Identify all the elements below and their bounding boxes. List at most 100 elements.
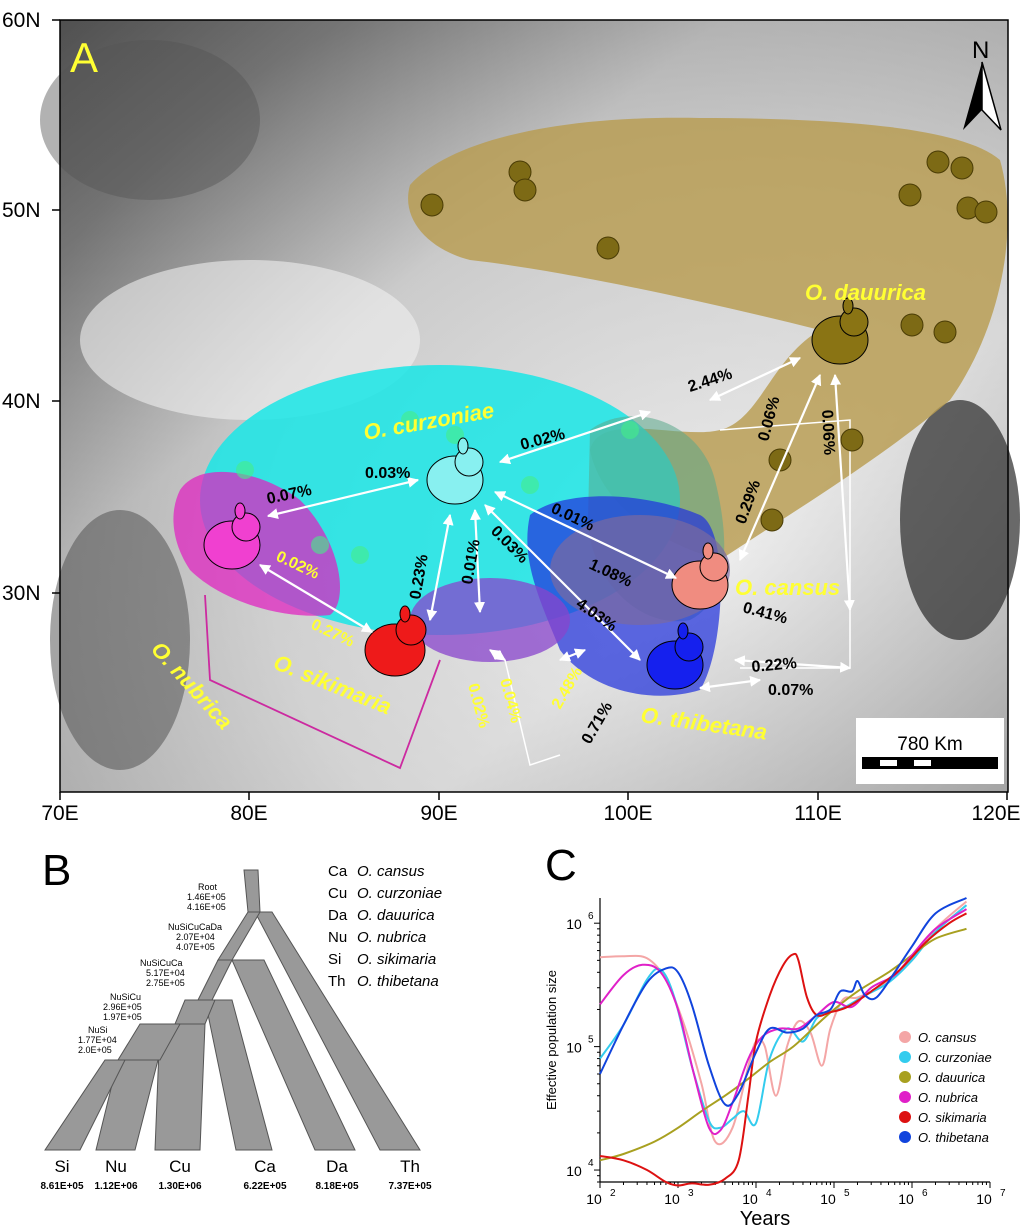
sample-point (760, 508, 784, 532)
node-time: 2.75E+05 (146, 978, 185, 988)
range-sikimaria (410, 578, 570, 662)
migration-arrow (489, 649, 506, 661)
tip-value: 7.37E+05 (388, 1181, 432, 1192)
legend-code: Ca (328, 863, 348, 880)
lat-label: 60N (2, 9, 41, 32)
migration-rate-label: 0.06% (818, 409, 837, 455)
x-tick-label: 10 (976, 1191, 992, 1207)
scale-bar-label: 780 Km (897, 734, 962, 755)
series-line (599, 900, 968, 1146)
lat-label: 30N (2, 582, 41, 605)
sample-point (950, 156, 974, 180)
legend-label: O. thibetana (918, 1130, 989, 1145)
tip-code: Da (326, 1157, 348, 1176)
branch-ca (204, 999, 273, 1151)
legend-code: Si (328, 951, 341, 968)
lon-label: 120E (971, 802, 1020, 825)
legend-label: O. nubrica (918, 1090, 978, 1105)
node-time: 2.0E+05 (78, 1045, 112, 1055)
migration-rate-label: 0.22% (751, 655, 798, 676)
x-tick-label: 10 (742, 1191, 758, 1207)
tip-code: Ca (254, 1157, 276, 1176)
legend-name: O. curzoniae (357, 885, 442, 902)
migration-rate-label: 0.07% (768, 682, 813, 699)
node-time: 1.46E+05 (187, 892, 226, 902)
migration-arrow (259, 564, 373, 633)
chart-legend: O. cansus O. curzoniae O. dauurica O. nubri… (899, 1030, 992, 1145)
branch-th (254, 911, 421, 1151)
tip-value: 1.12E+06 (94, 1181, 138, 1192)
pika-sikimaria-icon (364, 605, 427, 677)
tip-code: Nu (105, 1157, 127, 1176)
lon-label: 80E (230, 802, 267, 825)
legend-name: O. sikimaria (357, 951, 436, 968)
legend-label: O. dauurica (918, 1070, 985, 1085)
tip-code: Cu (169, 1157, 191, 1176)
migration-arrows (259, 357, 855, 693)
tip-value: 8.18E+05 (315, 1181, 359, 1192)
legend-marker (899, 1091, 911, 1103)
sample-point (351, 546, 369, 564)
migration-arrow (558, 648, 587, 662)
y-tick-label: 10 (566, 1163, 582, 1179)
pika-head (231, 512, 261, 542)
tip-value: 6.22E+05 (243, 1181, 287, 1192)
tree-legend: Ca O. cansus Cu O. curzoniae Da O. dauur… (328, 863, 442, 990)
legend-code: Da (328, 907, 348, 924)
y-tick-exponent: 6 (588, 911, 594, 922)
pika-nubrica-icon (203, 502, 261, 570)
x-axis-title: Years (740, 1208, 790, 1230)
lon-label: 110E (794, 802, 842, 825)
panel-c-label: C (545, 841, 577, 890)
legend-marker (899, 1131, 911, 1143)
branch-nu (95, 1059, 159, 1151)
sample-point (521, 476, 539, 494)
migration-arrow (698, 675, 762, 693)
tip-value: 8.61E+05 (40, 1181, 84, 1192)
x-tick-exponent: 7 (1000, 1188, 1006, 1199)
tip-value: 1.30E+06 (158, 1181, 202, 1192)
scale-bar-segment (880, 760, 897, 766)
legend-code: Th (328, 973, 346, 990)
node-time: 5.17E+04 (146, 968, 185, 978)
sample-point (933, 320, 957, 344)
sample-point (401, 411, 419, 429)
x-tick-exponent: 6 (922, 1188, 928, 1199)
sample-point (898, 183, 922, 207)
legend-marker (899, 1071, 911, 1083)
series-line (599, 908, 968, 1136)
pika-ear (234, 502, 246, 520)
dark-terrain (50, 510, 190, 770)
lat-label: 50N (2, 199, 41, 222)
scale-bar-box (856, 718, 1004, 784)
branch-n4 (197, 959, 233, 1001)
pika-head (839, 307, 869, 337)
legend-name: O. cansus (357, 863, 425, 880)
node-time: 1.77E+04 (78, 1035, 117, 1045)
migration-arrow (266, 476, 420, 520)
x-tick-exponent: 3 (688, 1188, 694, 1199)
lon-label: 90E (420, 802, 457, 825)
sample-point (596, 236, 620, 260)
node-name: NuSiCu (110, 992, 141, 1002)
pika-head (454, 447, 484, 477)
map-frame (59, 19, 1009, 793)
y-tick-label: 10 (566, 1040, 582, 1056)
migration-arrow (733, 655, 852, 673)
dark-terrain (40, 40, 260, 200)
branch-n2 (117, 1023, 181, 1061)
tree-tips: Si 8.61E+05 Nu 1.12E+06 Cu 1.30E+06 Ca 6… (40, 1157, 432, 1192)
migration-arrow (484, 504, 641, 661)
north-label: N (972, 37, 989, 64)
legend-marker (899, 1031, 911, 1043)
pika-ear (677, 622, 689, 640)
north-arrow-shape (963, 62, 982, 130)
panel-a-label: A (70, 34, 98, 81)
tree-branches (44, 869, 421, 1151)
migration-arrow (830, 373, 855, 612)
map-ticks (52, 19, 1008, 800)
y-tick-label: 10 (566, 916, 582, 932)
node-time: 4.07E+05 (176, 942, 215, 952)
node-time: 2.96E+05 (103, 1002, 142, 1012)
tip-code: Th (400, 1157, 420, 1176)
